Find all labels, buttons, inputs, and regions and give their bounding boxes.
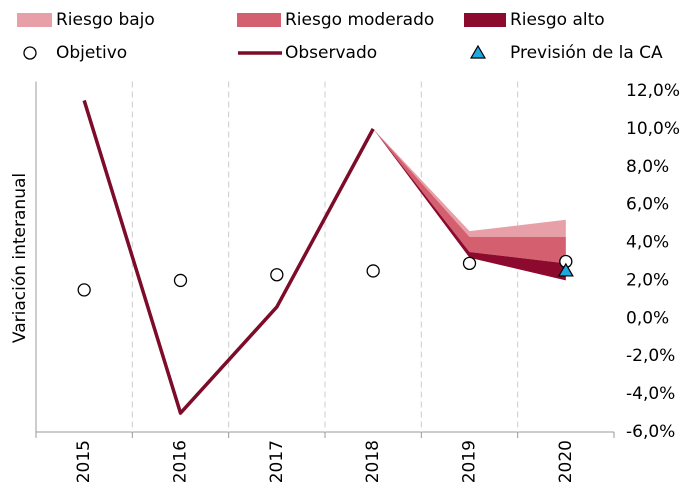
legend-swatch bbox=[464, 13, 506, 27]
legend-swatch bbox=[237, 13, 281, 27]
y-tick-label: -4,0% bbox=[626, 384, 675, 404]
legend-label: Riesgo moderado bbox=[285, 10, 434, 30]
objective-marker bbox=[270, 268, 284, 282]
x-tick-label: 2019 bbox=[460, 440, 480, 483]
risk-band bbox=[373, 128, 566, 281]
legend-label: Objetivo bbox=[56, 43, 127, 63]
legend-label: Previsión de la CA bbox=[510, 43, 663, 63]
y-tick-label: 10,0% bbox=[626, 119, 680, 139]
legend-swatch bbox=[17, 13, 52, 27]
objective-marker bbox=[173, 273, 188, 288]
observed-line bbox=[82, 99, 375, 415]
y-tick-label: 6,0% bbox=[626, 195, 669, 215]
y-axis-label: Variación interanual bbox=[10, 173, 30, 343]
x-tick-label: 2018 bbox=[363, 440, 383, 483]
risk-band bbox=[373, 128, 566, 237]
y-tick-label: 0,0% bbox=[626, 308, 669, 328]
x-tick-label: 2015 bbox=[74, 440, 94, 483]
y-tick-label: 8,0% bbox=[626, 157, 669, 177]
y-tick-label: 12,0% bbox=[626, 81, 680, 101]
forecast-marker bbox=[557, 262, 574, 277]
objective-marker bbox=[366, 264, 380, 278]
objective-marker bbox=[23, 46, 37, 60]
forecast-marker bbox=[469, 44, 487, 59]
x-tick-label: 2017 bbox=[267, 440, 287, 483]
objective-marker bbox=[77, 283, 91, 297]
risk-band bbox=[373, 128, 566, 264]
legend-label: Riesgo bajo bbox=[56, 10, 155, 30]
y-tick-label: 4,0% bbox=[626, 233, 669, 253]
y-tick-label: -6,0% bbox=[626, 422, 675, 442]
y-tick-label: 2,0% bbox=[626, 270, 669, 290]
legend-label: Observado bbox=[285, 43, 377, 63]
legend-label: Riesgo alto bbox=[510, 10, 605, 30]
objective-marker bbox=[462, 256, 477, 271]
x-tick-label: 2020 bbox=[556, 440, 576, 483]
x-tick-label: 2016 bbox=[171, 440, 191, 483]
y-tick-label: -2,0% bbox=[626, 346, 675, 366]
